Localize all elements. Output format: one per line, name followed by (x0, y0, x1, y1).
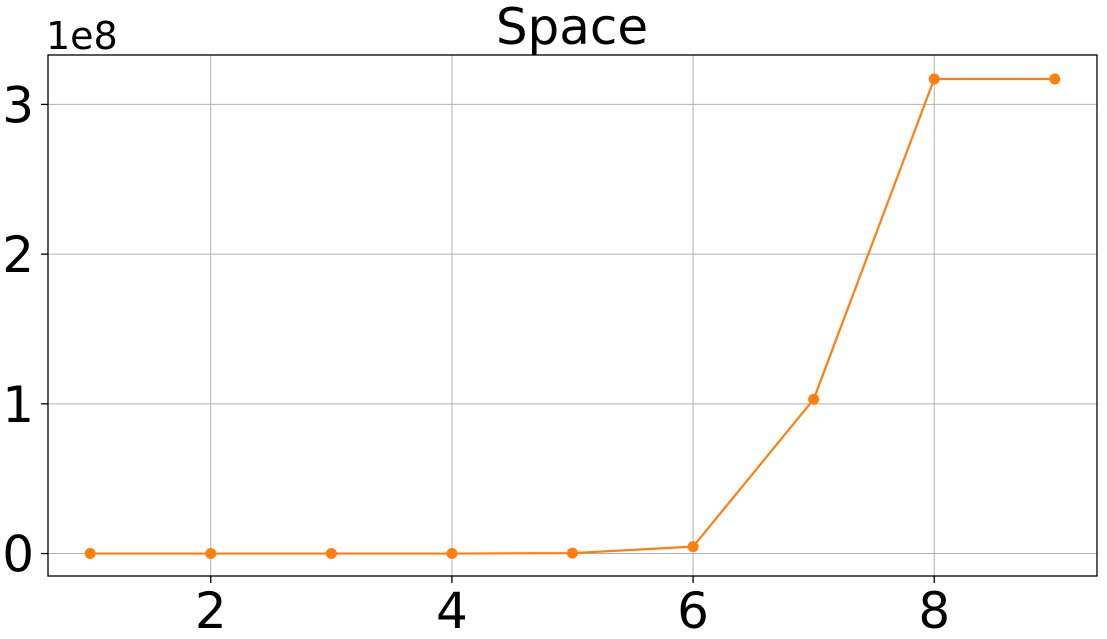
data-point (567, 547, 578, 559)
y-axis: 0 1 2 3 (2, 76, 48, 584)
grid (48, 55, 1097, 576)
y-tick-label: 2 (2, 226, 34, 284)
data-point (928, 73, 940, 85)
data-point (1049, 73, 1061, 85)
y-tick-label: 3 (2, 76, 34, 134)
series-line (90, 77, 1055, 555)
x-tick-label: 8 (918, 582, 950, 635)
data-point (808, 393, 820, 405)
data-point (687, 541, 699, 553)
data-point (446, 548, 458, 560)
x-tick-label: 4 (436, 582, 468, 635)
plot-frame (47, 54, 1098, 577)
x-tick-label: 6 (677, 582, 709, 635)
chart-title: Space (496, 0, 648, 56)
data-point (325, 548, 337, 560)
y-axis-offset-label: 1e8 (46, 14, 118, 58)
x-axis: 2 4 6 8 (195, 576, 950, 639)
series-layer (84, 73, 1061, 560)
y-tick-label: 0 (2, 526, 34, 584)
data-point (205, 548, 217, 560)
y-tick-label: 1 (2, 376, 34, 434)
x-tick-label: 2 (195, 582, 227, 635)
data-point (84, 548, 96, 560)
